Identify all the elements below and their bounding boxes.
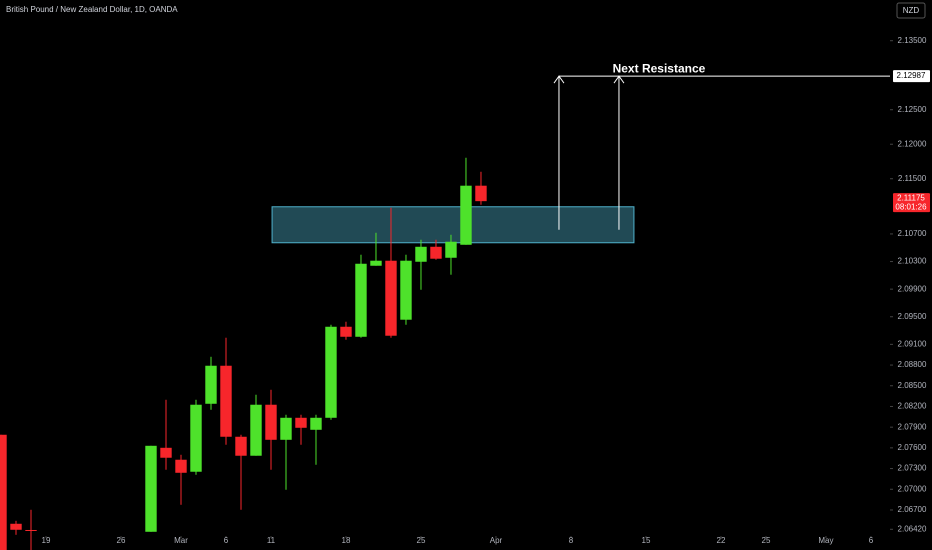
y-tick-label: 2.12500 [898,105,927,114]
y-tick-label: 2.06700 [898,505,927,514]
candle-body [370,260,382,266]
x-tick-label: 15 [642,536,651,545]
candle-body [10,523,22,530]
candle-body [400,260,412,320]
x-tick-label: Mar [174,536,188,545]
candle-body [280,417,292,440]
y-tick-label: 2.09900 [898,284,927,293]
y-tick-label: 2.10300 [898,257,927,266]
x-tick-label: Apr [490,536,503,545]
x-tick-label: 6 [869,536,874,545]
candle-body [0,434,7,550]
candle-body [325,326,337,418]
y-tick-label: 2.09100 [898,339,927,348]
candle-body [160,447,172,458]
x-tick-label: 11 [267,536,276,545]
resistance-value: 2.12987 [897,71,926,80]
candle-body [190,404,202,472]
candle-body [460,185,472,245]
resistance-tag [893,70,930,83]
y-tick-label: 2.07600 [898,443,927,452]
candle-body [250,404,262,456]
candle-body [295,417,307,428]
x-tick-label: 8 [569,536,574,545]
y-tick-label: 2.08200 [898,402,927,411]
candle-body [235,436,247,456]
y-tick-label: 2.07900 [898,422,927,431]
candle-body [430,246,442,259]
arrow-head [613,75,625,84]
candle-body [265,404,277,440]
candle-body [385,260,397,336]
candle-body [310,417,322,430]
candle-body [220,365,232,437]
currency-box[interactable] [896,2,926,19]
candle-body [25,529,37,531]
x-tick-label: May [818,536,833,545]
last-price: 2.11175 [897,193,925,202]
y-tick-label: 2.07000 [898,484,927,493]
countdown: 08:01:26 [895,202,927,211]
candle-body [175,459,187,473]
resistance-label: Next Resistance [613,61,706,75]
candle-body [475,185,487,202]
y-tick-label: 2.11500 [898,174,927,183]
x-tick-label: 25 [762,536,771,545]
x-tick-label: 26 [117,536,126,545]
y-tick-label: 2.12000 [898,139,927,148]
y-tick-label: 2.07300 [898,464,927,473]
currency[interactable]: NZD [903,6,920,15]
x-tick-label: 25 [417,536,426,545]
chart-title: British Pound / New Zealand Dollar, 1D, … [6,5,178,14]
y-tick-label: 2.06420 [898,524,927,533]
candle-body [445,241,457,258]
candle-body [205,365,217,404]
y-tick-label: 2.10700 [898,229,927,238]
x-tick-label: 6 [224,536,229,545]
last-price-tag [893,193,930,213]
y-tick-label: 2.08800 [898,360,927,369]
candle-body [340,326,352,337]
y-tick-label: 2.08500 [898,381,927,390]
x-tick-label: 22 [717,536,726,545]
y-tick-label: 2.09500 [898,312,927,321]
arrow-head [553,75,565,84]
candle-body [145,445,157,532]
candle-body [415,246,427,262]
x-tick-label: 19 [42,536,51,545]
x-tick-label: 18 [342,536,351,545]
candle-body [355,263,367,337]
y-tick-label: 2.13500 [898,36,927,45]
zone [271,206,635,244]
